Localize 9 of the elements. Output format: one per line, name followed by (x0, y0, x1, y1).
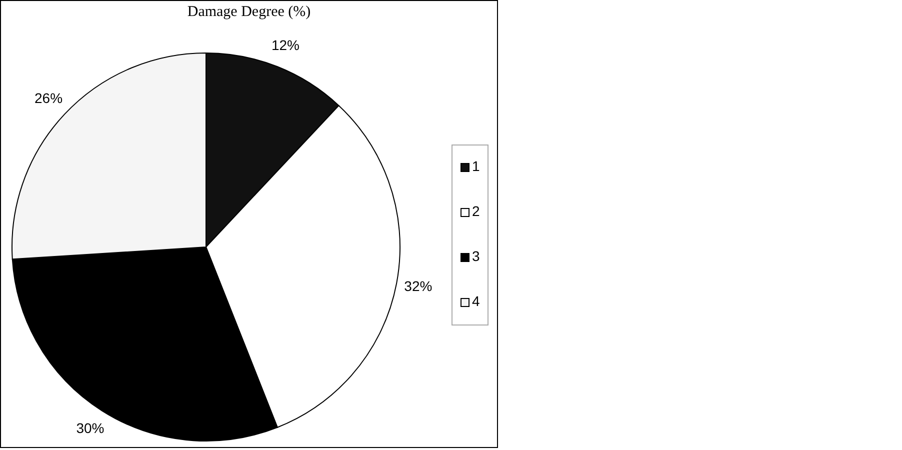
legend-label: 4 (472, 293, 480, 310)
data-label: 12% (272, 36, 300, 53)
data-label: 32% (404, 278, 432, 294)
data-label: 30% (76, 420, 104, 436)
legend-label: 3 (472, 248, 480, 264)
chart-title: Damage Degree (%) (187, 4, 311, 20)
legend-label: 1 (472, 158, 480, 174)
data-label: 26% (34, 90, 63, 106)
legend-label: 2 (472, 203, 480, 220)
